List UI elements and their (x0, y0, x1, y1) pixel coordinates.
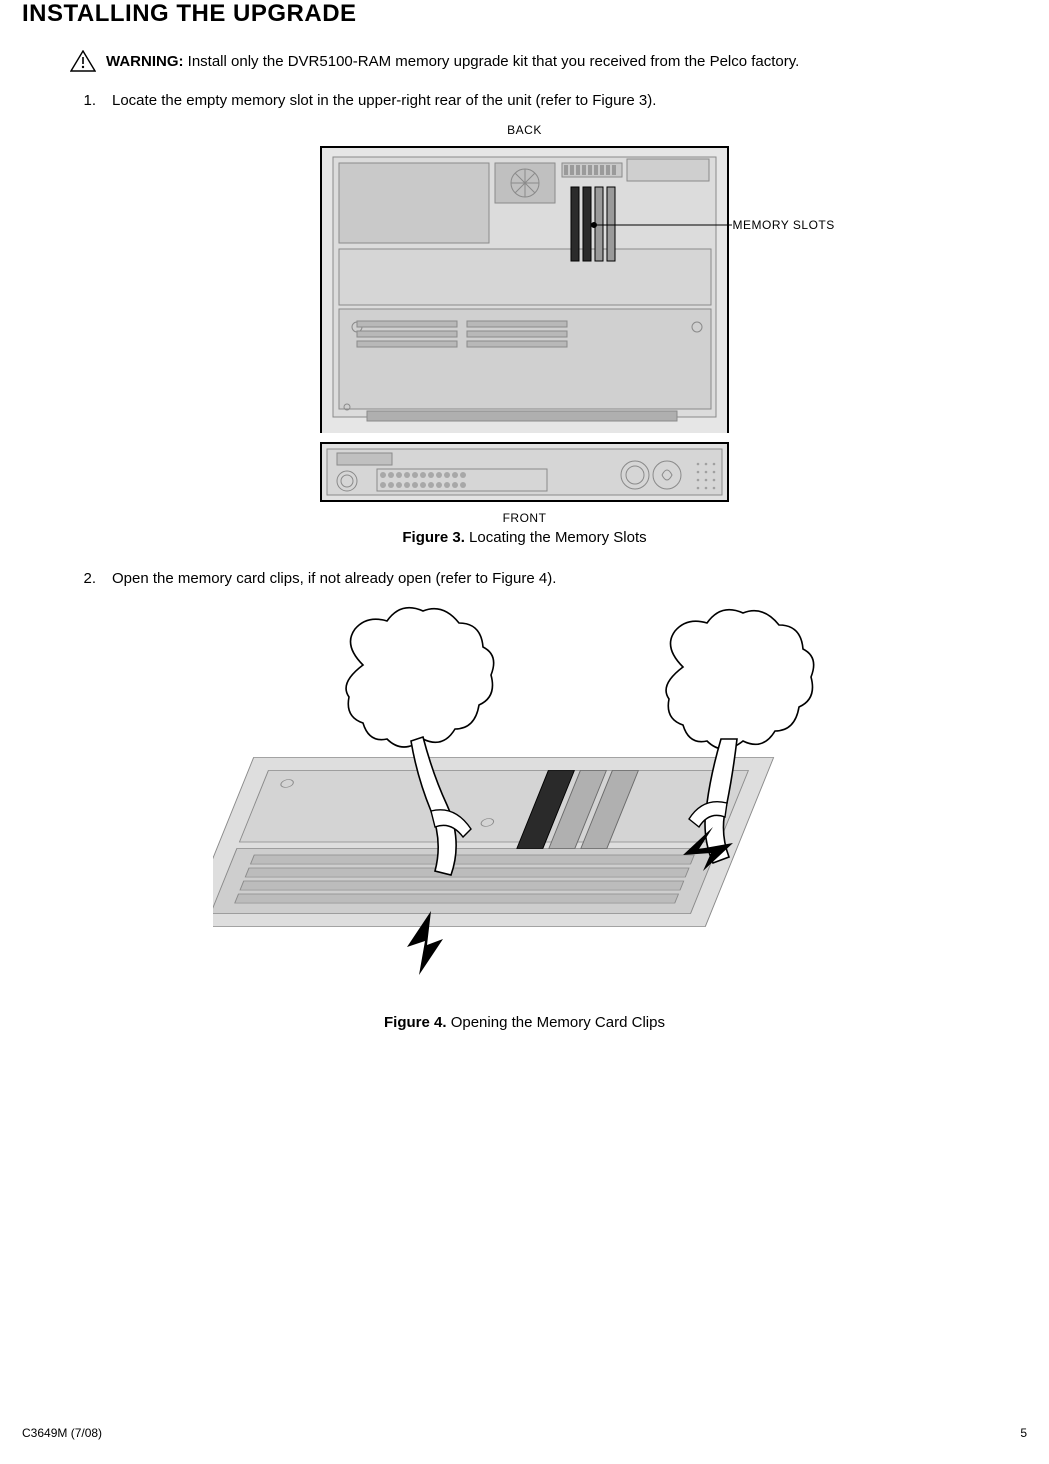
figure-4-caption-text: Opening the Memory Card Clips (447, 1014, 665, 1031)
figure-3-top-label: BACK (507, 123, 542, 137)
figure-4-container: Figure 4. Opening the Memory Card Clips (22, 605, 1027, 1031)
figure-4-diagram (213, 605, 837, 1010)
figure-3-callout: MEMORY SLOTS (733, 218, 835, 232)
figure-4-caption-bold: Figure 4. (384, 1014, 447, 1031)
step-number: 1. (76, 92, 96, 109)
warning-text: WARNING: Install only the DVR5100-RAM me… (106, 53, 799, 70)
figure-3-bottom-label: FRONT (503, 511, 547, 525)
warning-body: Install only the DVR5100-RAM memory upgr… (184, 53, 800, 70)
step-item: 1. Locate the empty memory slot in the u… (76, 92, 1027, 109)
warning-icon (70, 50, 96, 72)
footer-right: 5 (1020, 1426, 1027, 1440)
step-list: 1. Locate the empty memory slot in the u… (76, 92, 1027, 109)
figure-3-diagram (317, 143, 732, 507)
page-footer: C3649M (7/08) 5 (22, 1426, 1027, 1440)
step-text: Open the memory card clips, if not alrea… (112, 570, 556, 587)
step-number: 2. (76, 570, 96, 587)
step-item: 2. Open the memory card clips, if not al… (76, 570, 1027, 587)
step-text: Locate the empty memory slot in the uppe… (112, 92, 656, 109)
figure-3-container: BACK (22, 123, 1027, 546)
figure-3-caption-bold: Figure 3. (402, 529, 465, 546)
warning-block: WARNING: Install only the DVR5100-RAM me… (70, 50, 1027, 72)
figure-3-caption-text: Locating the Memory Slots (465, 529, 647, 546)
figure-3-caption: Figure 3. Locating the Memory Slots (402, 529, 646, 546)
page-title: INSTALLING THE UPGRADE (22, 0, 1027, 28)
step-list: 2. Open the memory card clips, if not al… (76, 570, 1027, 587)
warning-label: WARNING: (106, 53, 184, 70)
figure-4-caption: Figure 4. Opening the Memory Card Clips (384, 1014, 665, 1031)
footer-left: C3649M (7/08) (22, 1426, 102, 1440)
